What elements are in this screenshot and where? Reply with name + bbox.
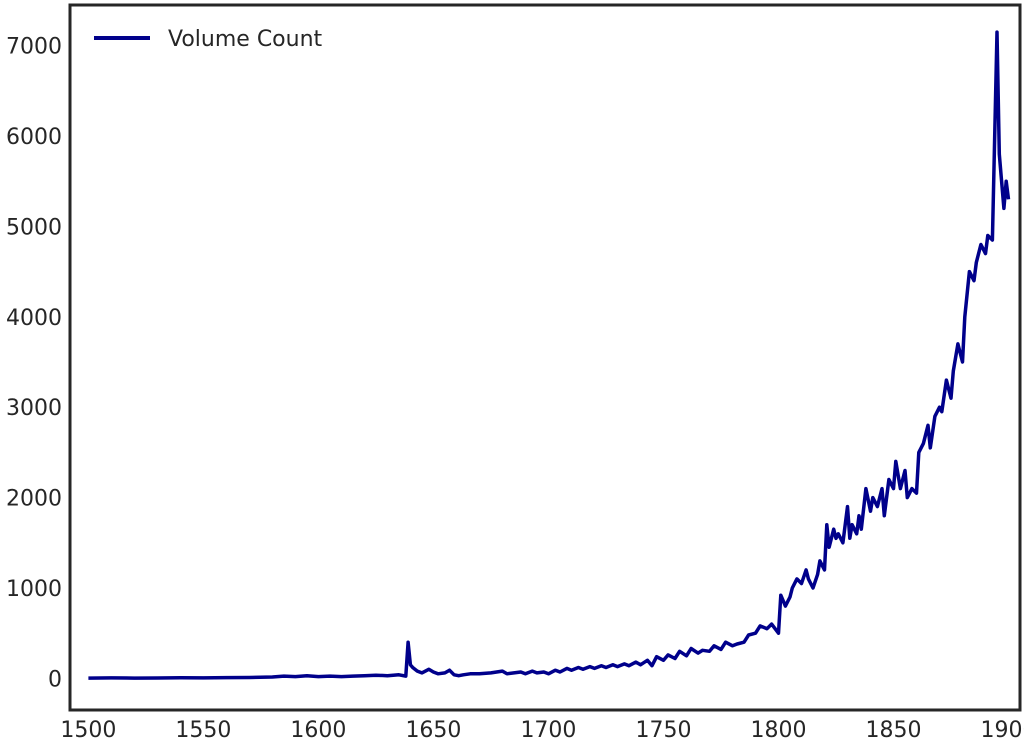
y-tick-label: 3000: [6, 396, 62, 421]
y-axis-ticks: 0 1000 2000 3000 4000 5000 6000 7000: [6, 35, 62, 693]
plot-frame: [68, 3, 1022, 712]
y-tick-label: 2000: [6, 487, 62, 512]
y-tick-label: 6000: [6, 125, 62, 150]
x-tick-label: 1900: [980, 718, 1024, 742]
x-tick-label: 1600: [290, 718, 346, 742]
x-tick-label: 1700: [520, 718, 576, 742]
y-tick-label: 7000: [6, 35, 62, 60]
legend-label-volume-count: Volume Count: [168, 27, 323, 52]
x-tick-label: 1650: [405, 718, 461, 742]
y-tick-label: 0: [48, 667, 62, 692]
x-tick-label: 1850: [865, 718, 921, 742]
x-tick-label: 1500: [60, 718, 116, 742]
x-tick-label: 1550: [175, 718, 231, 742]
y-tick-label: 1000: [6, 577, 62, 602]
series-group: [88, 30, 1011, 680]
x-axis-ticks: 1500 1550 1600 1650 1700 1750 1800 1850 1900: [60, 718, 1024, 742]
x-tick-label: 1750: [635, 718, 691, 742]
y-tick-label: 5000: [6, 215, 62, 240]
legend: Volume Count: [94, 27, 323, 52]
y-tick-label: 4000: [6, 306, 62, 331]
series-line-volume-count: [88, 30, 1011, 680]
x-tick-label: 1800: [750, 718, 806, 742]
